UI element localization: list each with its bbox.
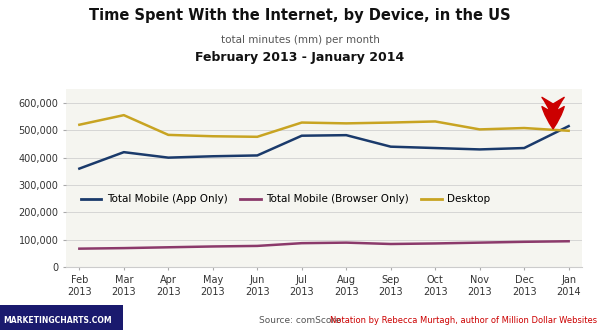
- Text: Notation by Rebecca Murtagh, author of Million Dollar Websites: Notation by Rebecca Murtagh, author of M…: [330, 316, 597, 325]
- Text: February 2013 - January 2014: February 2013 - January 2014: [196, 51, 404, 64]
- Legend: Total Mobile (App Only), Total Mobile (Browser Only), Desktop: Total Mobile (App Only), Total Mobile (B…: [76, 190, 494, 209]
- Text: Time Spent With the Internet, by Device, in the US: Time Spent With the Internet, by Device,…: [89, 8, 511, 23]
- Text: MARKETINGCHARTS.COM: MARKETINGCHARTS.COM: [3, 316, 112, 325]
- Text: total minutes (mm) per month: total minutes (mm) per month: [221, 35, 379, 45]
- Text: Source: comScore: Source: comScore: [259, 316, 341, 325]
